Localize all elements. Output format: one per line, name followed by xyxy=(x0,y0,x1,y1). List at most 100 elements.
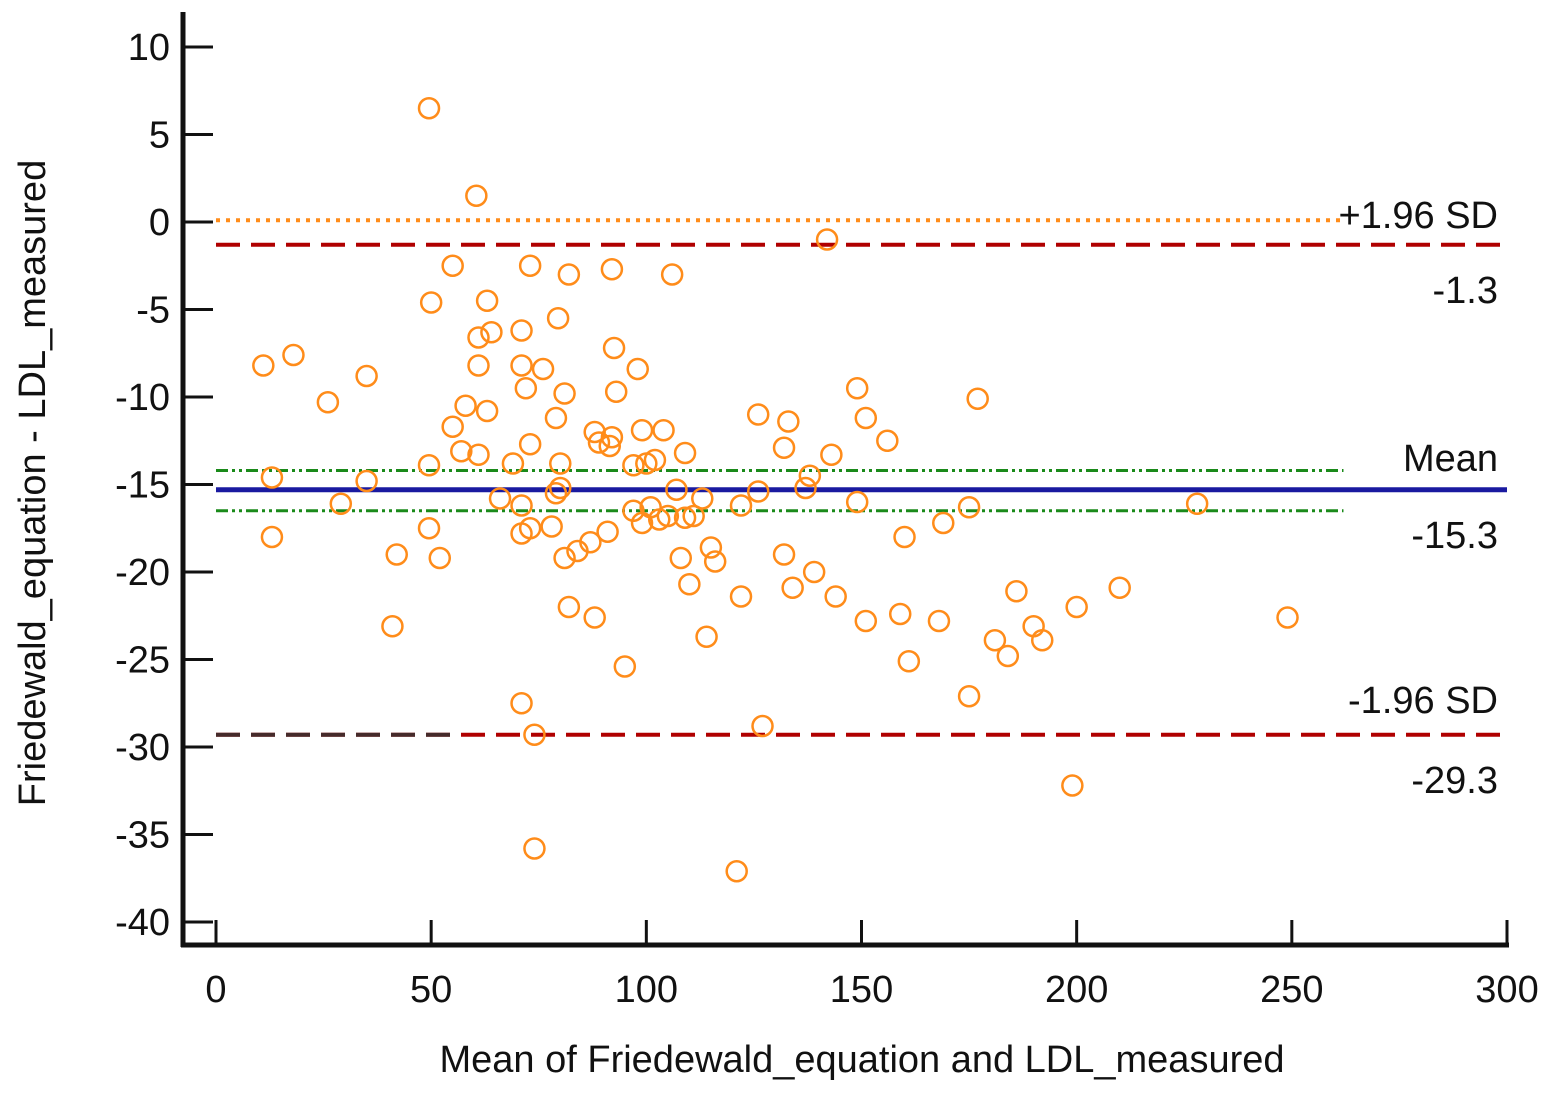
data-point xyxy=(518,517,542,540)
data-point xyxy=(751,714,774,738)
data-point xyxy=(729,494,753,517)
data-point xyxy=(544,482,568,505)
data-point xyxy=(772,543,796,566)
data-point xyxy=(669,546,693,570)
data-point xyxy=(518,433,542,456)
data-point xyxy=(691,487,714,510)
data-point xyxy=(854,406,878,430)
data-point xyxy=(1185,492,1209,515)
data-point xyxy=(467,354,490,377)
data-point xyxy=(725,860,748,883)
data-point xyxy=(454,394,477,417)
data-point xyxy=(514,377,538,400)
data-point xyxy=(781,576,804,599)
x-tick-label: 250 xyxy=(1260,969,1323,1011)
data-points xyxy=(252,97,1299,883)
data-point xyxy=(777,410,800,433)
data-point xyxy=(802,560,826,584)
data-point xyxy=(932,511,955,535)
data-point xyxy=(673,506,697,529)
data-point xyxy=(540,515,563,538)
y-tick-label: -5 xyxy=(136,290,170,332)
data-point xyxy=(798,464,822,487)
data-point xyxy=(518,254,542,277)
y-tick-label: -30 xyxy=(115,727,170,769)
y-tick-label: 0 xyxy=(149,202,170,244)
data-point xyxy=(381,615,404,638)
x-tick-label: 200 xyxy=(1045,969,1108,1011)
data-point xyxy=(260,525,284,549)
data-point xyxy=(475,289,499,312)
data-point xyxy=(876,429,899,452)
data-point xyxy=(746,480,770,503)
data-point xyxy=(417,97,441,120)
data-point xyxy=(647,508,671,531)
data-point xyxy=(652,419,675,442)
y-tick-label: 10 xyxy=(128,27,170,69)
data-point xyxy=(467,326,490,349)
y-axis-ticks: 10 5 0 -5 -10 -15 -20 -25 -30 -35 -40 xyxy=(115,27,213,944)
data-point xyxy=(983,629,1007,652)
data-point xyxy=(772,436,796,459)
data-point xyxy=(441,415,464,438)
axes xyxy=(180,12,1509,948)
data-point xyxy=(546,307,570,330)
data-point xyxy=(630,419,654,442)
data-point xyxy=(553,382,576,405)
data-point xyxy=(957,496,981,519)
data-point xyxy=(854,609,878,633)
data-point xyxy=(613,655,637,678)
data-point xyxy=(665,478,688,501)
data-point xyxy=(678,573,701,596)
data-point xyxy=(579,531,602,554)
data-point xyxy=(598,434,622,458)
data-point xyxy=(957,685,981,708)
data-point xyxy=(893,525,916,549)
data-point xyxy=(587,431,611,454)
data-point xyxy=(549,452,572,475)
data-point xyxy=(699,536,723,559)
x-tick-label: 150 xyxy=(830,969,893,1011)
x-axis-title: Mean of Friedewald_equation and LDL_meas… xyxy=(440,1039,1285,1081)
data-point xyxy=(523,723,546,746)
data-point xyxy=(1276,606,1299,629)
data-point xyxy=(673,441,697,465)
data-point xyxy=(820,443,843,466)
data-point xyxy=(282,343,305,367)
x-tick-label: 100 xyxy=(615,969,678,1011)
data-point xyxy=(544,406,568,430)
data-point xyxy=(966,387,989,410)
data-point xyxy=(897,650,921,673)
y-tick-label: -40 xyxy=(115,902,170,944)
data-point xyxy=(531,357,555,381)
y-tick-label: -15 xyxy=(115,465,170,507)
data-point xyxy=(465,184,488,207)
data-point xyxy=(746,403,770,426)
data-point xyxy=(845,377,869,400)
mean-value: -15.3 xyxy=(1411,515,1498,557)
data-point xyxy=(888,602,912,626)
data-point xyxy=(510,494,533,517)
y-axis-title: Friedewald_equation - LDL_measured xyxy=(12,160,54,806)
data-point xyxy=(630,511,654,535)
data-point xyxy=(583,606,606,629)
y-tick-label: -25 xyxy=(115,640,170,682)
data-point xyxy=(729,585,753,608)
upper-loa-label: +1.96 SD xyxy=(1339,195,1499,237)
data-point xyxy=(1061,774,1084,797)
data-point xyxy=(553,546,576,570)
reference-lines xyxy=(216,218,1507,737)
data-point xyxy=(475,399,499,423)
data-point xyxy=(1005,580,1028,603)
data-point xyxy=(626,357,649,381)
data-point xyxy=(596,520,619,543)
data-point xyxy=(1065,595,1088,619)
data-point xyxy=(252,354,275,377)
data-point xyxy=(845,490,869,514)
x-axis-ticks: 0 50 100 150 200 250 300 xyxy=(205,920,1539,1011)
data-point xyxy=(794,476,817,500)
data-point xyxy=(510,319,533,342)
data-point xyxy=(501,452,525,475)
data-point xyxy=(417,454,441,477)
y-tick-label: -35 xyxy=(115,815,170,857)
